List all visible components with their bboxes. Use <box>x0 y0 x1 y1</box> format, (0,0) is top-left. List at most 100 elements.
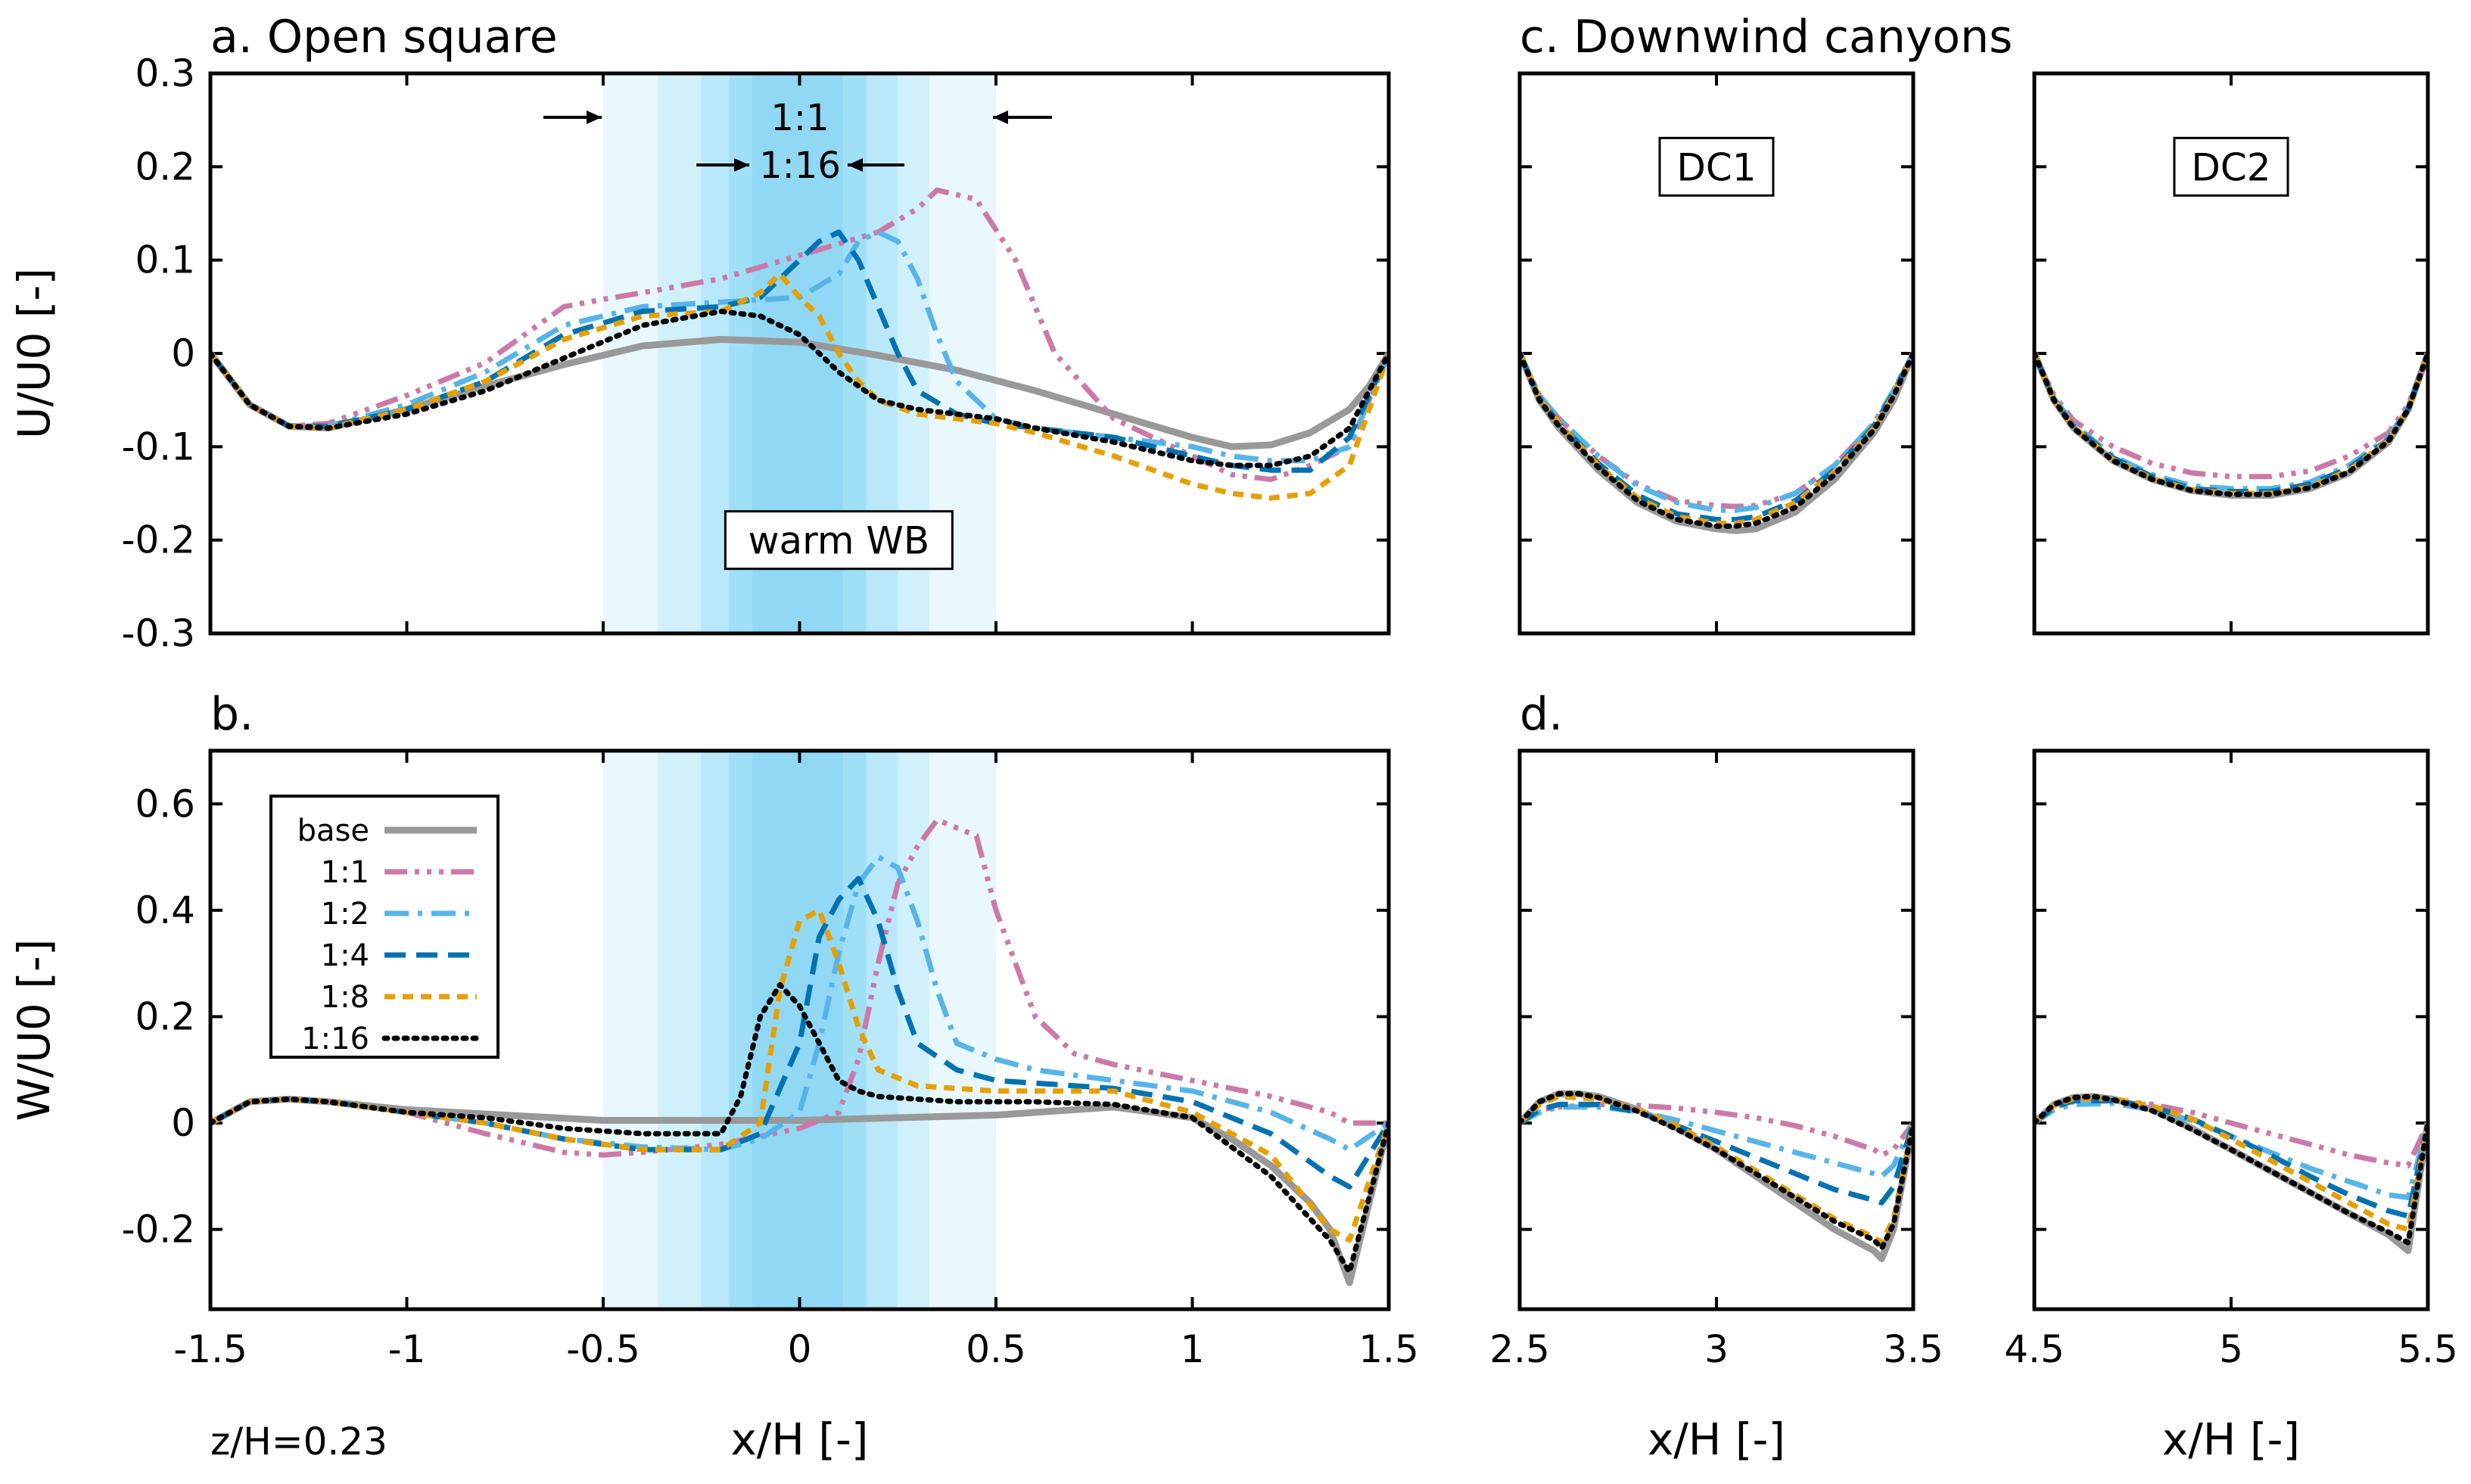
y-tick-label: 0.1 <box>135 238 195 282</box>
arrow-head <box>993 110 1008 124</box>
series-line-1-1 <box>2034 1098 2428 1168</box>
series-line-base <box>2034 1093 2428 1255</box>
series-line-1-8 <box>2034 352 2428 496</box>
x-axis-label: x/H [-] <box>730 1414 868 1465</box>
plot-frame <box>208 748 1391 1311</box>
panel-title: b. <box>210 688 254 741</box>
x-tick-label: -1 <box>388 1327 426 1371</box>
arrow-head <box>848 158 863 172</box>
series-group <box>210 187 1389 501</box>
series-group <box>1520 350 1913 534</box>
series-line-1-1 <box>210 187 1389 482</box>
series-line-1-2 <box>1520 352 1913 513</box>
series-line-base <box>1520 1090 1913 1262</box>
series-line-1-16 <box>1520 1090 1913 1251</box>
legend-label: base <box>297 814 369 848</box>
y-tick-label: -0.1 <box>121 425 195 468</box>
series-line-1-16 <box>210 982 1389 1275</box>
arrow-head <box>734 158 749 172</box>
annotation-label: 1:16 <box>759 145 841 187</box>
plot-frame <box>1517 71 1915 636</box>
x-tick-label: 5.5 <box>2398 1327 2458 1371</box>
box-label-frame <box>724 510 954 571</box>
plot-frame <box>2032 71 2430 636</box>
panel-c2: DC2 <box>2032 71 2430 636</box>
panel-d1: d. 2.5 3 3.5 x/H [-] <box>1489 688 1944 1465</box>
series-line-1-16 <box>1520 350 1913 529</box>
box-label-frame <box>2173 136 2289 197</box>
y-tick-label: 0.4 <box>135 888 195 932</box>
legend-label: 1:2 <box>321 897 369 932</box>
x-tick-label: 0 <box>788 1327 812 1371</box>
y-tick-label: -0.3 <box>121 611 195 655</box>
panel-title: c. Downwind canyons <box>1520 11 2012 64</box>
y-tick-label: 0.2 <box>135 145 195 188</box>
legend-label: 1:4 <box>321 938 369 973</box>
x-tick-label: 5 <box>2219 1327 2243 1371</box>
box-label: DC2 <box>2191 145 2270 189</box>
series-line-1-1 <box>1520 352 1913 509</box>
y-tick-label: -0.2 <box>121 1208 195 1252</box>
y-tick-label: 0 <box>171 1101 195 1145</box>
series-line-1-2 <box>210 229 1389 464</box>
y-tick-label: 0.6 <box>135 782 195 826</box>
series-group <box>1520 1090 1913 1262</box>
x-tick-label: 2.5 <box>1489 1327 1550 1371</box>
x-tick-label: -1.5 <box>173 1327 247 1371</box>
box-label: warm WB <box>748 519 930 563</box>
series-line-1-1 <box>210 817 1389 1158</box>
legend-label: 1:16 <box>301 1022 369 1056</box>
y-tick-label: 0.2 <box>135 994 195 1038</box>
series-group <box>2034 350 2428 499</box>
series-line-1-4 <box>2034 352 2428 494</box>
series-line-1-8 <box>1520 352 1913 526</box>
series-line-1-4 <box>210 876 1389 1190</box>
series-group <box>2034 1093 2428 1255</box>
panel-d2: 4.5 5 5.5 x/H [-] <box>2004 748 2458 1465</box>
figure-note: z/H=0.23 <box>210 1420 387 1464</box>
x-tick-label: 3 <box>1704 1327 1729 1371</box>
series-line-1-2 <box>2034 352 2428 492</box>
x-tick-label: -0.5 <box>566 1327 640 1371</box>
y-tick-label: -0.2 <box>121 518 195 562</box>
panel-a: a. Open square -0.3 -0.2 -0.1 0 0.1 0.2 0.3 warm… <box>8 11 1391 655</box>
x-tick-label: 3.5 <box>1883 1327 1944 1371</box>
arrow-head <box>587 110 602 124</box>
x-tick-label: 1.5 <box>1358 1327 1419 1371</box>
plot-frame <box>208 71 1391 636</box>
extent-arrows: 1:1 1:16 <box>543 97 1052 187</box>
series-line-base <box>2034 352 2428 499</box>
series-line-1-8 <box>210 907 1389 1243</box>
panel-c1: c. Downwind canyons DC1 <box>1517 11 2012 636</box>
series-line-1-8 <box>210 271 1389 501</box>
x-tick-label: 1 <box>1181 1327 1205 1371</box>
plot-frame <box>2032 748 2430 1311</box>
box-label: DC1 <box>1676 145 1756 189</box>
legend-label: 1:8 <box>321 980 369 1015</box>
series-line-1-8 <box>2034 1096 2428 1233</box>
legend: base 1:1 1:2 1:4 1:8 1:16 <box>269 795 499 1059</box>
series-group <box>210 817 1389 1286</box>
x-axis-label: x/H [-] <box>1648 1414 1785 1465</box>
series-line-1-4 <box>1520 1101 1913 1206</box>
legend-label: 1:1 <box>321 855 369 890</box>
series-line-1-8 <box>1520 1094 1913 1246</box>
y-axis-label: W/U0 [-] <box>8 939 60 1122</box>
y-tick-label: 0.3 <box>135 51 195 95</box>
panel-title: a. Open square <box>210 11 558 64</box>
series-line-1-16 <box>2034 1094 2428 1246</box>
box-label-frame <box>1658 136 1775 197</box>
x-axis-label: x/H [-] <box>2162 1414 2300 1465</box>
annotation-label: 1:1 <box>770 97 829 139</box>
warm-wall-band-layer <box>752 751 843 1309</box>
x-tick-label: 0.5 <box>966 1327 1026 1371</box>
y-axis-label: U/U0 [-] <box>8 268 60 439</box>
panel-b: b. -1.5 -1 -0.5 0 0.5 1 1.5 -0.2 0 0.2 0.4 0.6 W/U0 [… <box>8 688 1419 1465</box>
series-line-1-16 <box>2034 350 2428 497</box>
series-line-1-1 <box>1520 1101 1913 1158</box>
y-tick-label: 0 <box>171 331 195 375</box>
legend-frame <box>269 795 499 1059</box>
series-line-1-16 <box>210 309 1389 468</box>
plot-frame <box>1517 748 1915 1311</box>
x-tick-label: 4.5 <box>2004 1327 2065 1371</box>
